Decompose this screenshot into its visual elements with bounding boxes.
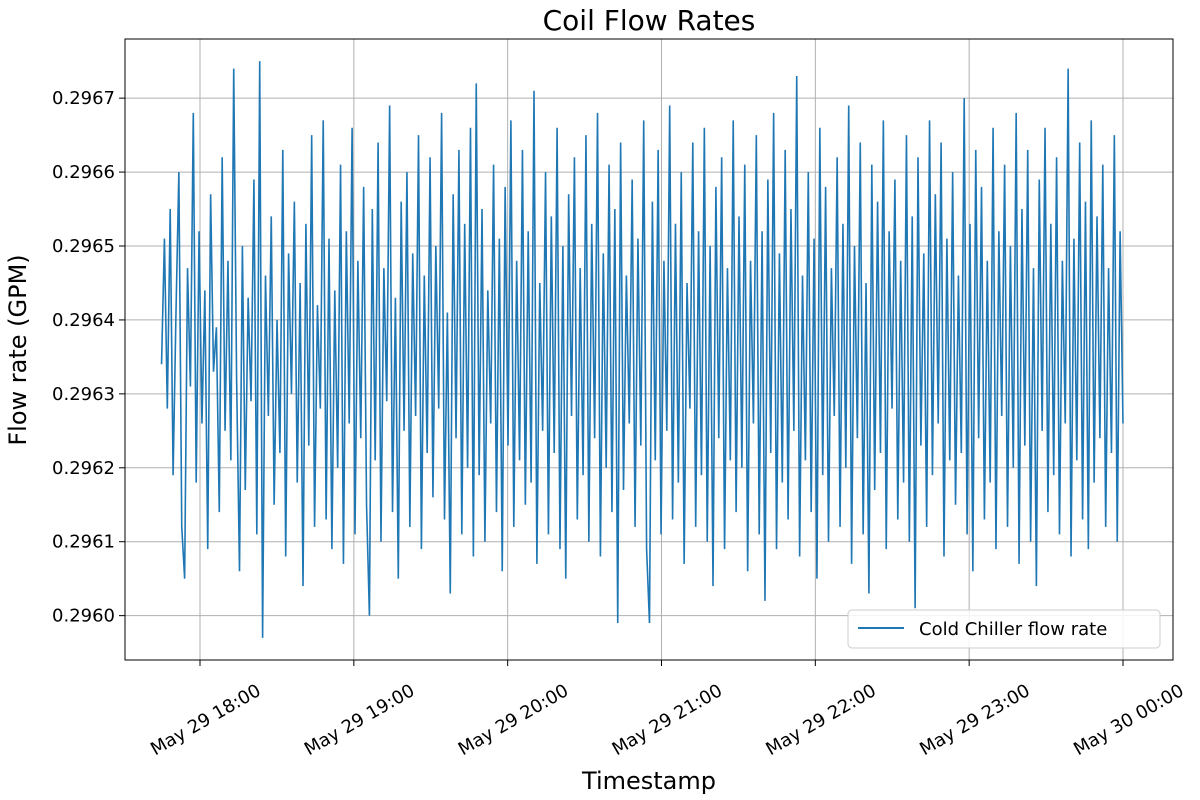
grid-lines <box>125 39 1173 660</box>
y-tick-label: 0.2964 <box>52 310 115 331</box>
y-tick-label: 0.2966 <box>52 162 115 183</box>
series-line-cold-chiller <box>160 61 1124 638</box>
y-tick-label: 0.2961 <box>52 532 115 553</box>
legend: Cold Chiller flow rate <box>847 609 1161 649</box>
legend-label: Cold Chiller flow rate <box>919 619 1107 640</box>
plot-frame <box>124 38 1174 661</box>
chart-title: Coil Flow Rates <box>543 4 756 37</box>
y-tick-label: 0.2962 <box>52 458 115 479</box>
y-tick-label: 0.2967 <box>52 88 115 109</box>
y-tick-label: 0.2963 <box>52 384 115 405</box>
y-tick-label: 0.2960 <box>52 606 115 627</box>
y-axis-ticks: 0.2960 0.2961 0.2962 0.2963 0.2964 0.2965 0.29… <box>52 88 125 627</box>
legend-box <box>847 609 1161 649</box>
y-axis-title: Flow rate (GPM) <box>4 254 32 445</box>
x-axis-title: Timestamp <box>581 767 716 795</box>
y-tick-label: 0.2965 <box>52 236 115 257</box>
